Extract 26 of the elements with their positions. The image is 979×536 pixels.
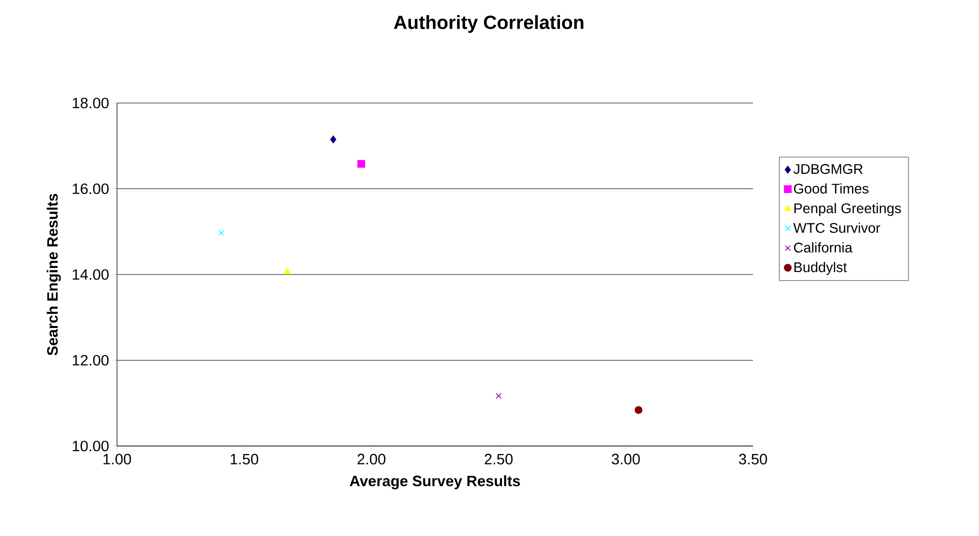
- point: [634, 406, 642, 414]
- y-tick-label: 14.00: [72, 269, 109, 280]
- y-tick-label: 16.00: [72, 183, 109, 194]
- point: [496, 392, 502, 399]
- point: [357, 160, 366, 168]
- y-tick-label: 12.00: [72, 354, 109, 366]
- legend-label: JDBGMGR: [794, 164, 863, 174]
- x-tick-label: 2.50: [484, 454, 513, 464]
- x-tick-label: 1.00: [104, 454, 131, 464]
- x-axis-title: Average Survey Results: [350, 475, 520, 490]
- legend-label: California: [794, 242, 852, 253]
- legend-label: WTC Survivor: [793, 222, 880, 233]
- x-tick-label: 3.00: [612, 454, 640, 464]
- x-tick-label: 2.00: [358, 454, 386, 464]
- y-axis-title: Search Engine Results: [46, 194, 61, 356]
- y-tick-label: 18.00: [72, 98, 109, 108]
- legend-label: Buddylst: [794, 262, 847, 275]
- x-tick-label: 1.50: [230, 454, 258, 464]
- x-tick-label: 3.50: [738, 454, 768, 464]
- legend-label: Good Times: [794, 183, 868, 194]
- point: [330, 136, 336, 144]
- chart-title: Authority Correlation: [394, 15, 584, 33]
- point: [284, 268, 291, 274]
- y-tick-label: 10.00: [72, 440, 109, 452]
- legend-label: Penpal Greetings: [794, 202, 901, 216]
- point: [218, 230, 224, 236]
